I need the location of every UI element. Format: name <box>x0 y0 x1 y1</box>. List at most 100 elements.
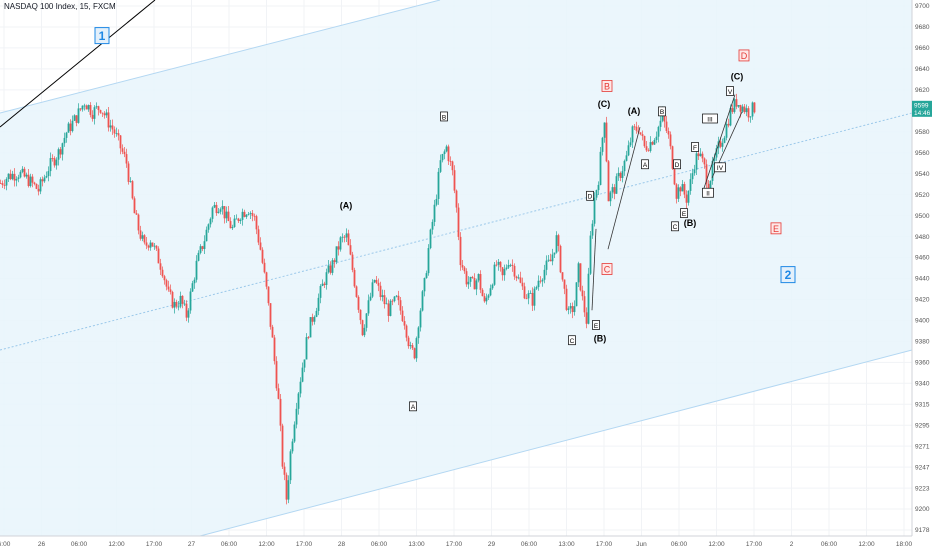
candle-body <box>415 338 418 359</box>
wave-paren-label: (B) <box>594 334 607 344</box>
wave-paren-label: (B) <box>684 218 697 228</box>
wave-box-label: E <box>682 211 687 218</box>
candle-body <box>461 265 464 268</box>
wave-box-label: B <box>660 109 664 116</box>
candle-body <box>1 183 4 185</box>
x-axis[interactable]: 6:00 26 06:00 12:00 17:00 27 06:00 12:00 17:00 28… <box>0 535 932 550</box>
candle-body <box>57 149 60 160</box>
candle-body <box>351 254 354 270</box>
candle-body <box>303 359 306 368</box>
candle-body <box>55 159 58 166</box>
candle-body <box>715 148 718 158</box>
candle-body <box>523 286 526 299</box>
candle-body <box>229 221 232 229</box>
candle-body <box>69 123 72 132</box>
wave-box <box>702 187 714 198</box>
candle-body <box>257 229 260 243</box>
blue-wave-box <box>94 27 110 45</box>
candle-body <box>129 181 132 182</box>
candle-body <box>579 263 582 291</box>
candle-body <box>41 179 44 182</box>
candle-body <box>603 122 606 138</box>
x-tick-label: 6:00 <box>0 541 11 548</box>
candle-body <box>589 235 592 274</box>
candle-body <box>315 310 318 317</box>
candle-body <box>111 125 114 130</box>
wave-line <box>703 94 736 189</box>
candle-body <box>7 173 10 180</box>
x-tick-label: 12:00 <box>108 541 125 548</box>
candle-body <box>437 171 440 199</box>
candle-body <box>485 297 488 302</box>
candle-body <box>369 296 372 301</box>
candle-body <box>493 264 496 285</box>
wave-box-label: B <box>442 114 446 121</box>
candle-body <box>719 141 722 147</box>
candle-body <box>31 176 34 183</box>
candle-body <box>705 164 708 184</box>
candle-body <box>325 272 328 285</box>
candle-body <box>385 303 388 305</box>
wave-line <box>607 127 641 250</box>
candle-body <box>457 207 460 237</box>
candle-body <box>613 187 616 194</box>
candle-body <box>491 284 494 289</box>
candle-body <box>551 254 554 262</box>
candle-body <box>691 173 694 180</box>
candle-body <box>323 283 326 285</box>
candle-body <box>745 108 748 113</box>
candle-body <box>439 160 442 172</box>
candle-body <box>155 245 158 249</box>
candle-body <box>539 280 542 282</box>
y-tick-label: 9680 <box>915 24 930 31</box>
candle-body <box>649 142 652 151</box>
candle-body <box>309 317 312 338</box>
y-tick-label: 9400 <box>915 318 930 325</box>
candle-body <box>585 312 588 324</box>
candle-body <box>627 145 630 156</box>
price-tag-value: 9599 <box>914 102 929 109</box>
wave-box <box>671 221 679 232</box>
candle-body <box>623 160 626 172</box>
candle-body <box>139 230 142 239</box>
candle-body <box>409 345 412 347</box>
candle-body <box>699 153 702 157</box>
blue-wave-label: 2 <box>785 268 792 282</box>
candle-body <box>563 279 566 289</box>
candle-body <box>445 146 448 152</box>
candle-body <box>313 316 316 322</box>
candle-body <box>709 180 712 193</box>
candle-body <box>109 125 112 128</box>
wave-paren-label: (C) <box>598 99 611 109</box>
candle-body <box>541 279 544 282</box>
x-tick-label: 2 <box>790 541 794 548</box>
candle-body <box>183 303 186 305</box>
candle-body <box>571 306 574 313</box>
candle-body <box>71 120 74 132</box>
candle-body <box>391 300 394 302</box>
y-tick-label: 9580 <box>915 129 930 136</box>
wave-box <box>673 159 681 170</box>
wave-box-label: A <box>411 404 416 411</box>
y-tick-label: 9271 <box>915 443 930 450</box>
candle-body <box>37 188 40 192</box>
candle-body <box>467 281 470 285</box>
wave-box-label: V <box>728 89 733 96</box>
candle-body <box>171 291 174 308</box>
candle-body <box>727 123 730 126</box>
y-axis[interactable]: 9700968096609640962096009580956095409520… <box>911 0 932 550</box>
blue-wave-box <box>780 266 796 284</box>
candle-body <box>399 300 402 311</box>
x-tick-label: 27 <box>188 541 196 548</box>
candle-body <box>501 267 504 276</box>
candle-body <box>339 237 342 250</box>
candle-body <box>431 221 434 230</box>
x-tick-label: 17:00 <box>146 541 163 548</box>
candle-body <box>725 123 728 138</box>
candle-body <box>423 278 426 292</box>
candle-body <box>143 235 146 243</box>
candle-body <box>43 177 46 182</box>
candle-body <box>175 301 178 307</box>
candle-body <box>703 158 706 165</box>
candle-body <box>265 272 268 287</box>
